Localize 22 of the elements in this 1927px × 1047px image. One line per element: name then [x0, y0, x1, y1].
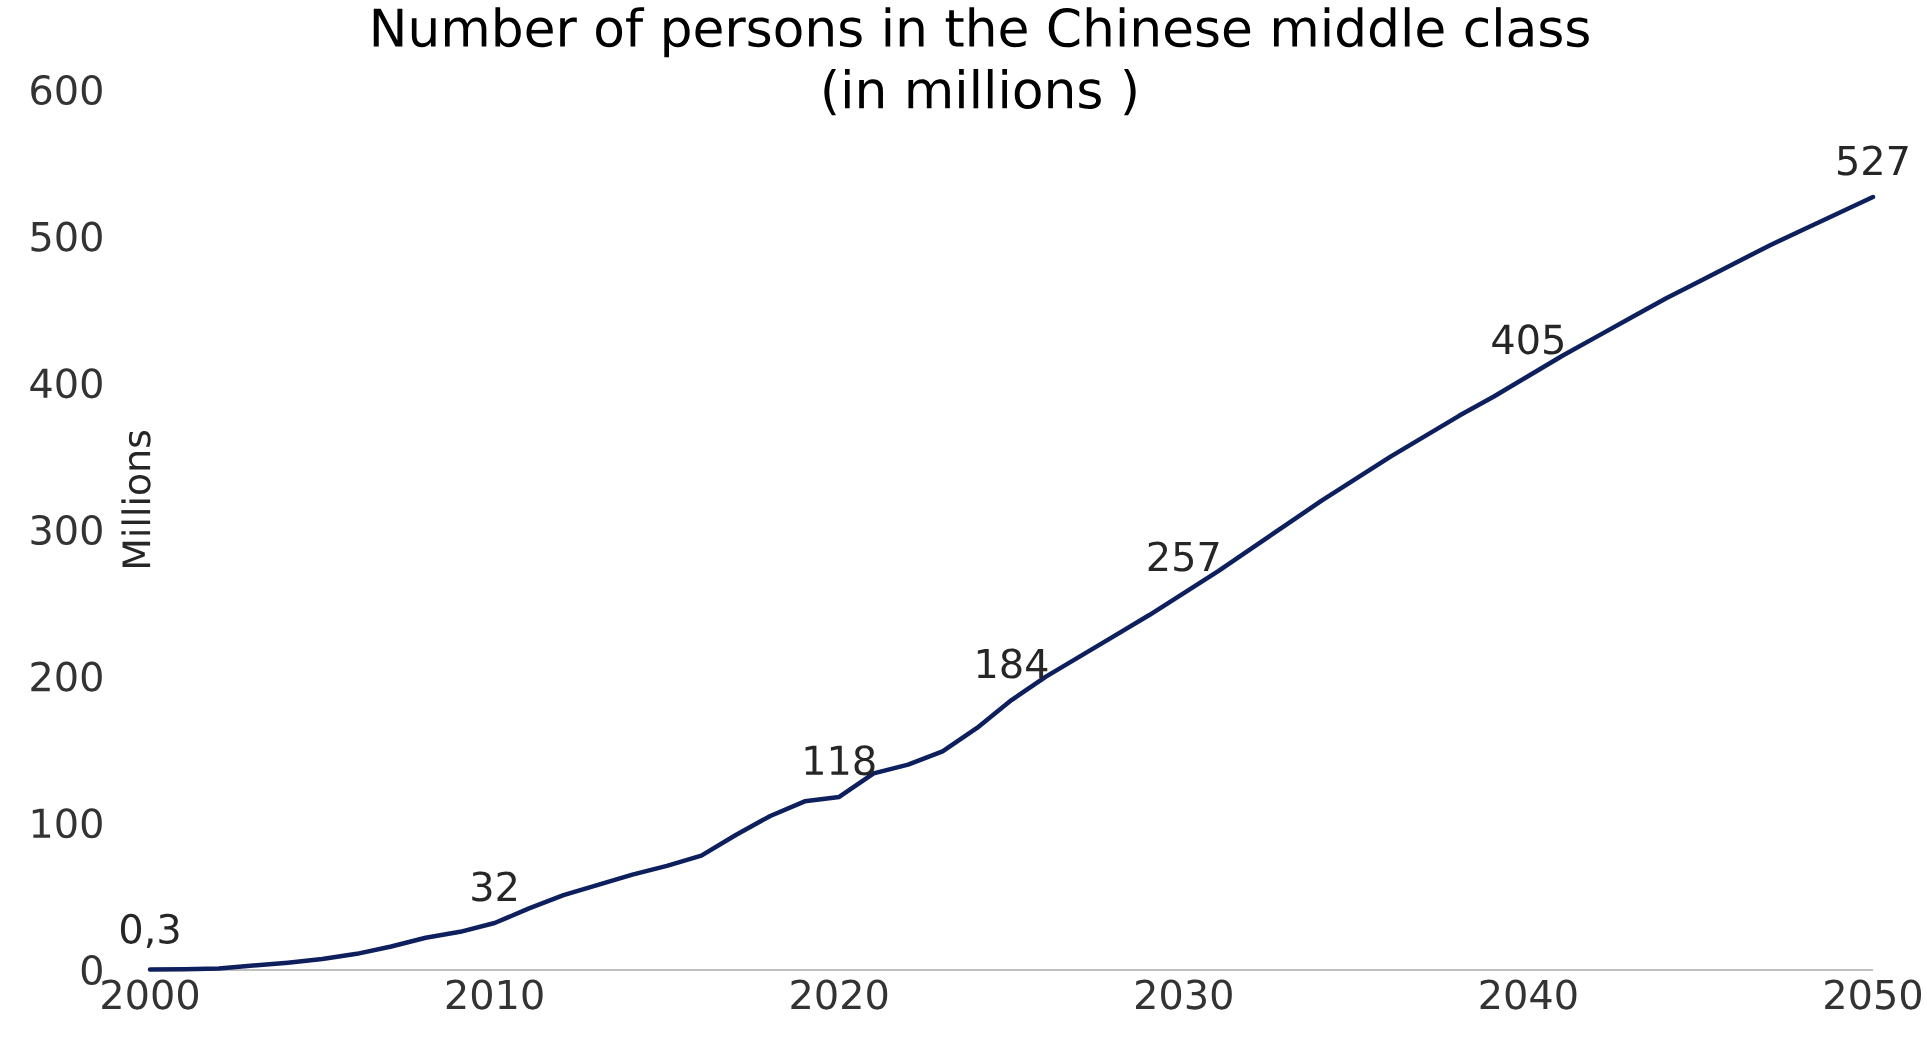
x-tick-label: 2030 [1136, 979, 1232, 1010]
data-label: 405 [1492, 324, 1563, 355]
y-tick-label: 0 [81, 954, 102, 986]
data-label: 118 [805, 745, 875, 776]
data-label: 184 [977, 648, 1048, 679]
data-label: 257 [1148, 541, 1219, 572]
x-tick-label: 2000 [102, 979, 199, 1010]
y-tick-label: 100 [32, 808, 102, 839]
x-tick-label: 2050 [1825, 979, 1922, 1010]
data-label: 527 [1838, 145, 1908, 176]
x-tick-label: 2020 [791, 979, 888, 1010]
x-tick-label: 2010 [446, 979, 543, 1010]
x-tick-label: 2040 [1480, 979, 1577, 1010]
y-tick-label: 200 [31, 661, 102, 692]
y-tick-label: 500 [31, 221, 102, 252]
y-tick-label: 300 [31, 514, 102, 546]
chart-title: Number of persons in the Chinese middle class (in millions ) [373, 7, 1589, 116]
y-axis-title: Millions [121, 430, 151, 568]
y-tick-label: 400 [30, 368, 102, 399]
data-label: 0,3 [120, 913, 179, 949]
data-label: 32 [472, 871, 516, 902]
y-tick-label: 600 [31, 74, 102, 106]
